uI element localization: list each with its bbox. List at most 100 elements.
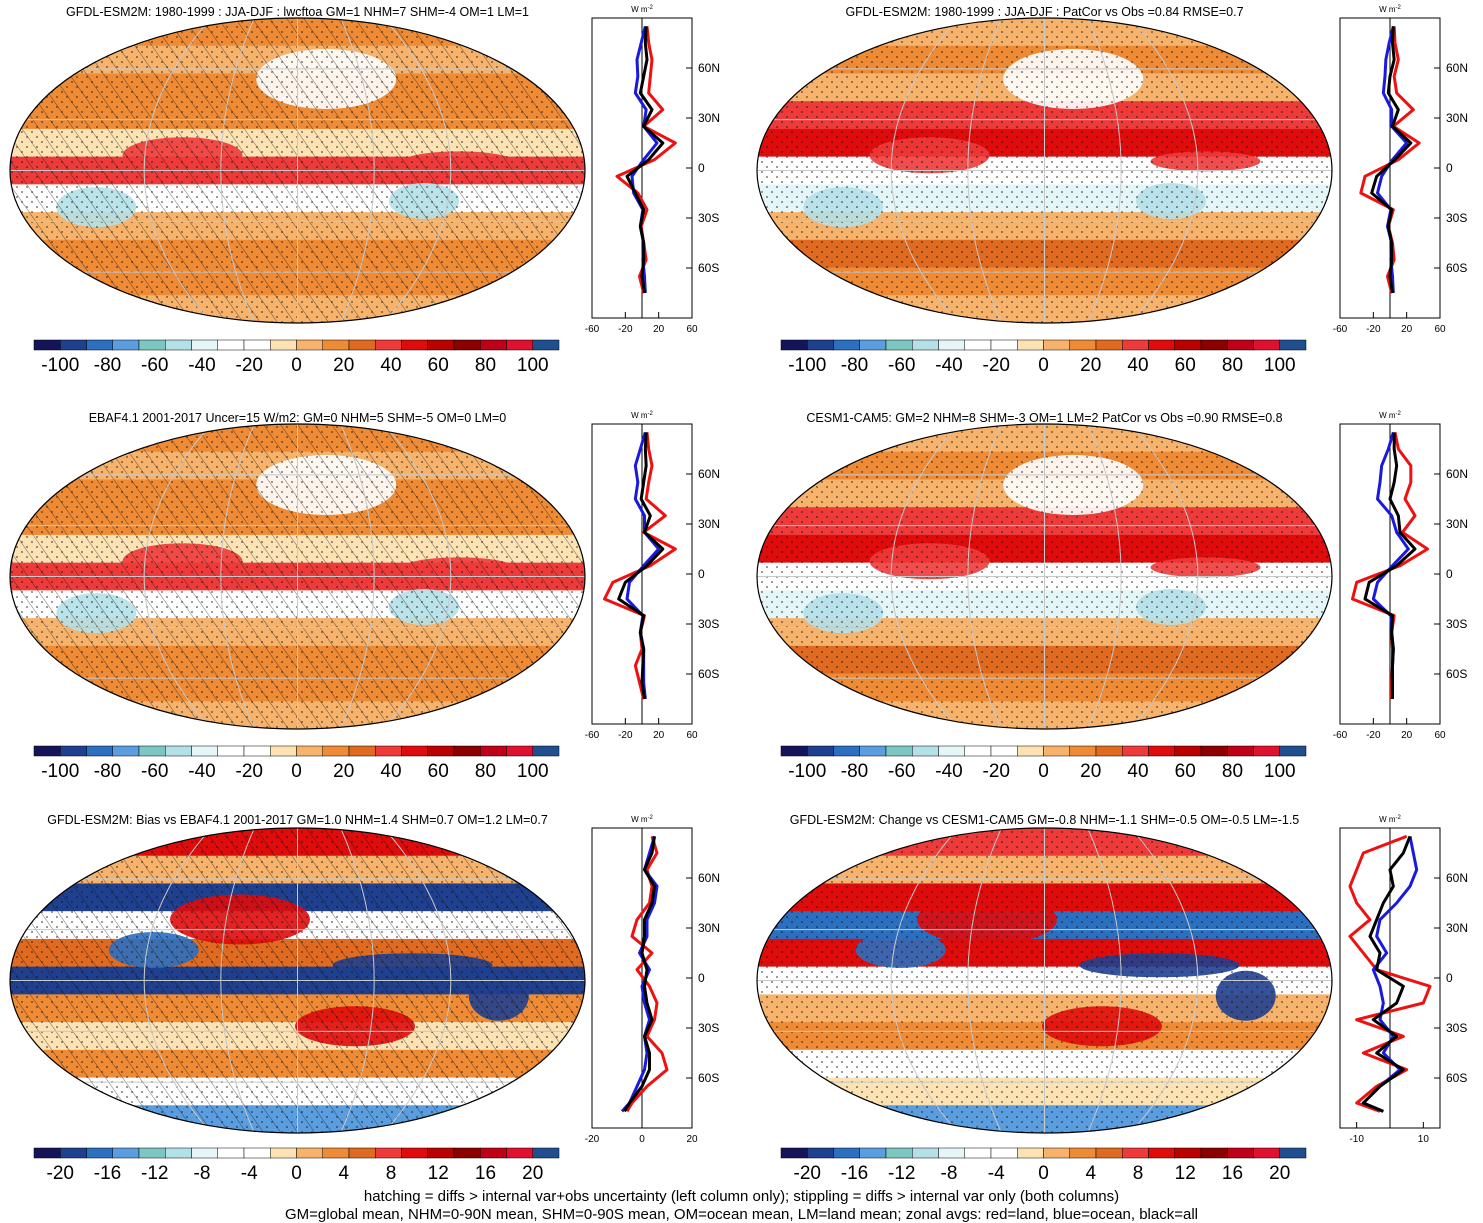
unit-label: W m-2 (631, 815, 653, 824)
colorbar-swatch (780, 1147, 808, 1159)
colorbar-tick-label: -4 (988, 1163, 1005, 1184)
colorbar-tick-label: -80 (841, 355, 868, 376)
colorbar-swatch (859, 1147, 887, 1159)
colorbar-swatch (480, 339, 507, 351)
colorbar-tick-label: 20 (1080, 355, 1101, 376)
x-tick-label: 20 (653, 324, 665, 335)
colorbar-swatch (990, 1147, 1018, 1159)
colorbar-tick-label: 60 (428, 761, 449, 782)
colorbar-tick-label: 100 (1264, 355, 1296, 376)
colorbar-swatch (138, 1147, 166, 1159)
colorbar-swatch (532, 745, 560, 757)
colorbar-swatch (243, 339, 271, 351)
colorbar-swatch (990, 339, 1018, 351)
colorbar-swatch (217, 1147, 245, 1159)
y-tick-label: 30N (1446, 517, 1468, 531)
colorbar-tick-label: 80 (1222, 355, 1243, 376)
graticule-lon (383, 18, 452, 323)
colorbar-swatch (138, 339, 166, 351)
panel-title: GFDL-ESM2M: Bias vs EBAF4.1 2001-2017 GM… (47, 813, 548, 827)
colorbar-swatch (964, 745, 992, 757)
colorbar-tick-label: 12 (1175, 1163, 1196, 1184)
colorbar-swatch (427, 339, 455, 351)
colorbar-swatch (1122, 745, 1149, 757)
zonal-panel: W m-2 60N 30N 0 30S 60S -10 10 (1339, 815, 1468, 1145)
y-tick-label: 30N (698, 921, 720, 935)
y-tick-label: 60N (698, 871, 720, 885)
colorbar-tick-label: -8 (194, 1163, 211, 1184)
x-tick-label: 60 (686, 730, 698, 741)
y-tick-label: 0 (698, 971, 705, 985)
colorbar-swatch (296, 339, 323, 351)
y-tick-label: 60N (1446, 467, 1468, 481)
colorbar-tick-label: -80 (94, 761, 121, 782)
colorbar-swatch (33, 745, 61, 757)
colorbar-tick-label: 0 (1038, 355, 1049, 376)
unit-superscript: -2 (1396, 5, 1402, 11)
x-tick-label: -60 (585, 730, 600, 741)
unit-superscript: -2 (648, 411, 654, 417)
colorbar-swatch (532, 339, 560, 351)
x-tick-label: -20 (618, 730, 633, 741)
colorbar-swatch (375, 745, 402, 757)
x-tick-label: -60 (1333, 730, 1348, 741)
all-series (623, 836, 656, 1113)
footer-line-2: GM=global mean, NHM=0-90N mean, SHM=0-90… (284, 1206, 1198, 1223)
colorbar-swatch (780, 745, 808, 757)
colorbar-swatch (270, 745, 297, 757)
colorbar-swatch (1227, 339, 1254, 351)
y-tick-label: 60S (698, 261, 719, 275)
zonal-panel: W m-2 60N 30N 0 30S 60S -60 -20 20 60 (585, 411, 720, 741)
colorbar-swatch (1095, 339, 1123, 351)
colorbar-swatch (348, 745, 376, 757)
colorbar-swatch (1043, 339, 1070, 351)
map (757, 18, 1332, 323)
colorbar-swatch (348, 339, 376, 351)
colorbar-swatch (270, 339, 297, 351)
x-tick-label: -20 (585, 1134, 600, 1145)
colorbar-tick-label: 20 (333, 761, 354, 782)
graticule-lon (1087, 828, 1122, 1133)
colorbar-swatch (990, 745, 1018, 757)
colorbar-swatch (60, 1147, 87, 1159)
colorbar-tick-label: -80 (94, 355, 121, 376)
panel-a: GFDL-ESM2M: 1980-1999 : JJA-DJF : lwcfto… (9, 5, 720, 376)
colorbar-swatch (1279, 745, 1307, 757)
unit-superscript: -2 (1396, 815, 1402, 821)
colorbar-swatch (1069, 745, 1097, 757)
colorbar-tick-label: -16 (94, 1163, 121, 1184)
colorbar-swatch (322, 1147, 350, 1159)
colorbar-tick-label: 20 (333, 355, 354, 376)
colorbar-swatch (964, 1147, 992, 1159)
unit-label: W m-2 (631, 5, 653, 14)
x-tick-label: -20 (618, 324, 633, 335)
colorbar-tick-label: 4 (1085, 1163, 1096, 1184)
colorbar-swatch (1017, 745, 1044, 757)
y-tick-label: 30N (1446, 111, 1468, 125)
colorbar-swatch (86, 339, 113, 351)
colorbar-swatch (885, 339, 913, 351)
zonal-panel: W m-2 60N 30N 0 30S 60S -60 -20 20 60 (1333, 5, 1468, 335)
colorbar-tick-label: 100 (517, 761, 549, 782)
colorbar: -100 -80 -60 -40 -20 0 20 40 60 80 100 (780, 339, 1307, 376)
y-tick-label: 30S (1446, 1021, 1467, 1035)
colorbar: -100 -80 -60 -40 -20 0 20 40 60 80 100 (33, 745, 560, 782)
colorbar-swatch (165, 745, 192, 757)
x-tick-label: 0 (639, 1134, 645, 1145)
panel-title: EBAF4.1 2001-2017 Uncer=15 W/m2: GM=0 NH… (89, 411, 507, 425)
colorbar-swatch (217, 339, 245, 351)
colorbar-swatch (322, 745, 350, 757)
colorbar-swatch (86, 1147, 113, 1159)
colorbar-tick-label: 20 (1080, 761, 1101, 782)
y-tick-label: 0 (698, 567, 705, 581)
colorbar-tick-label: -100 (41, 355, 79, 376)
colorbar-tick-label: -20 (983, 355, 1010, 376)
colorbar-tick-label: -80 (841, 761, 868, 782)
graticule-lon (890, 828, 959, 1133)
colorbar-swatch (401, 339, 428, 351)
colorbar-swatch (1043, 745, 1070, 757)
colorbar-swatch (453, 1147, 481, 1159)
y-tick-label: 60S (698, 667, 719, 681)
all-series (1361, 835, 1412, 1113)
y-tick-label: 60S (1446, 261, 1467, 275)
